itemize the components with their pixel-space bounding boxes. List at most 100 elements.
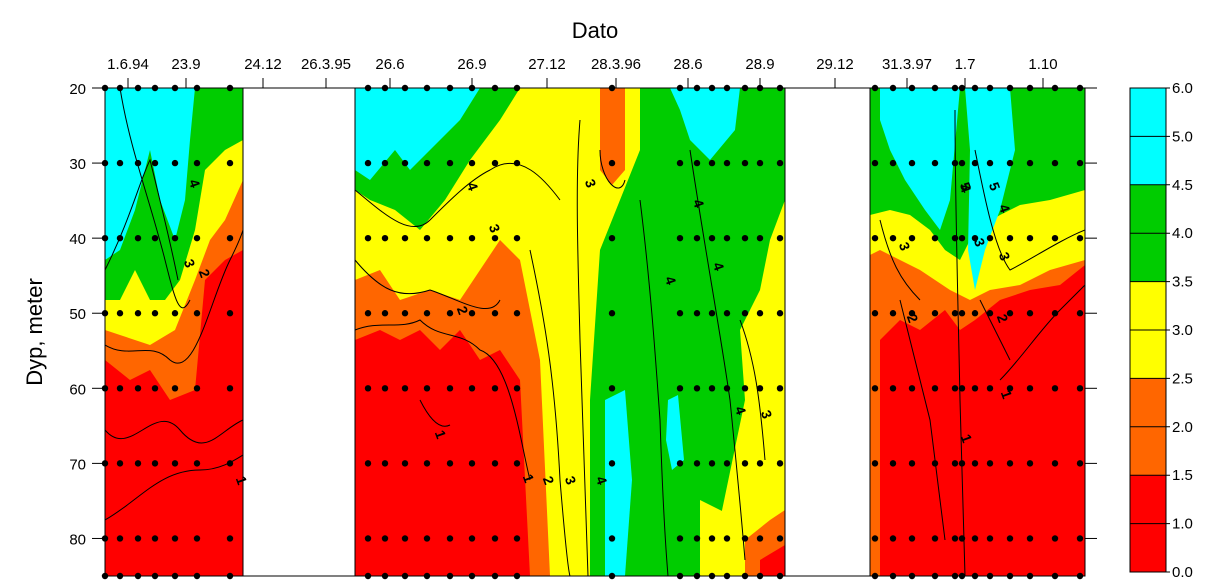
- sample-point: [871, 159, 879, 167]
- contour-line-17: [899, 299, 946, 541]
- colorbar-label: 5.0: [1172, 128, 1193, 145]
- contour-line-2: [119, 88, 191, 309]
- contour-line-16: [879, 219, 921, 301]
- sample-point: [608, 310, 616, 317]
- colorbar-label: 4.5: [1172, 177, 1193, 194]
- sample-point: [776, 159, 784, 167]
- x-tick-label: 26.9: [457, 56, 486, 73]
- x-tick-label: 23.9: [171, 56, 200, 73]
- sample-point: [151, 310, 159, 317]
- sample-point: [151, 460, 159, 467]
- sample-point: [401, 385, 409, 392]
- sample-point: [741, 234, 749, 242]
- axes: 1.6.94 23.9 24.12 26.3.95 26.6 26.9 27.12 28.3.…: [69, 56, 1097, 577]
- sample-point: [889, 234, 897, 242]
- sample-point: [446, 385, 454, 392]
- colorbar-legend: 0.0 1.0 1.5 2.0 2.5 3.0 3.5 4.0 4.5 5.0 6.0: [1129, 80, 1193, 581]
- sample-point: [889, 159, 897, 167]
- sample-point: [171, 535, 179, 542]
- x-tick-label: 29.12: [816, 56, 854, 73]
- sample-point: [756, 159, 764, 167]
- sample-point: [723, 234, 731, 242]
- sample-point: [608, 535, 616, 542]
- sample-point: [364, 159, 372, 167]
- band-mid-cyan-c: [666, 395, 684, 470]
- colorbar-swatch: [1130, 330, 1166, 379]
- sample-point: [513, 159, 521, 167]
- sample-point: [116, 535, 124, 542]
- sample-point: [468, 234, 476, 242]
- contour-line-15: [739, 319, 766, 461]
- band-mid-red-bottom: [760, 545, 785, 576]
- sample-point: [513, 385, 521, 392]
- sample-point: [446, 234, 454, 242]
- contour-line-20: [979, 299, 1011, 361]
- sample-point: [1051, 535, 1059, 542]
- sample-point: [776, 535, 784, 542]
- sample-point: [1006, 535, 1014, 542]
- sample-point: [693, 159, 701, 167]
- sample-point: [1026, 310, 1034, 317]
- sample-point: [1051, 234, 1059, 242]
- sample-point: [226, 234, 234, 242]
- sample-point: [693, 460, 701, 467]
- sample-point: [741, 159, 749, 167]
- y-tick-label: 80: [69, 531, 86, 548]
- x-axis-title: Dato: [572, 18, 618, 43]
- sample-point: [693, 535, 701, 542]
- sample-point: [723, 460, 731, 467]
- contour-line-9: [419, 399, 451, 427]
- x-tick-label: 1.10: [1028, 56, 1057, 73]
- colorbar-swatch: [1130, 233, 1166, 282]
- sample-point: [931, 535, 939, 542]
- sample-point: [776, 234, 784, 242]
- sample-point: [756, 385, 764, 392]
- sample-point: [491, 385, 499, 392]
- sample-point: [741, 460, 749, 467]
- sample-point: [971, 535, 979, 542]
- sample-point: [889, 460, 897, 467]
- sample-point: [776, 385, 784, 392]
- colorbar-swatch: [1130, 523, 1166, 572]
- sample-point: [723, 310, 731, 317]
- band-mid-green: [590, 88, 785, 576]
- colorbar-swatch: [1130, 378, 1166, 427]
- y-tick-label: 20: [69, 81, 86, 98]
- sample-point: [364, 310, 372, 317]
- contour-line-11: [576, 119, 589, 576]
- sample-point: [986, 535, 994, 542]
- band-right-cyan-a: [880, 88, 960, 230]
- sample-point: [708, 159, 716, 167]
- sample-point: [134, 234, 142, 242]
- x-tick-label: 28.3.96: [591, 56, 641, 73]
- sample-point: [193, 234, 201, 242]
- x-tick-label: 28.9: [745, 56, 774, 73]
- sample-point: [871, 460, 879, 467]
- colorbar-label: 4.0: [1172, 225, 1193, 242]
- sample-point: [931, 234, 939, 242]
- colorbar-swatch: [1130, 475, 1166, 524]
- sample-point: [364, 234, 372, 242]
- contour-line-21: [999, 284, 1085, 381]
- sample-point: [226, 159, 234, 167]
- sample-point: [446, 159, 454, 167]
- contour-line-3: [105, 229, 244, 364]
- sample-point: [871, 535, 879, 542]
- sample-point: [708, 310, 716, 317]
- sample-point: [608, 234, 616, 242]
- x-tick-label: 27.12: [528, 56, 566, 73]
- sample-point: [1076, 234, 1084, 242]
- colorbar-label: 3.0: [1172, 322, 1193, 339]
- colorbar-swatch: [1130, 281, 1166, 330]
- sample-point: [171, 234, 179, 242]
- sample-point: [1076, 535, 1084, 542]
- band-mid-orange-spot: [600, 88, 625, 185]
- sample-point: [986, 159, 994, 167]
- sample-point: [491, 535, 499, 542]
- sample-point: [986, 460, 994, 467]
- sample-point: [776, 310, 784, 317]
- sample-point: [1006, 234, 1014, 242]
- sample-point: [491, 460, 499, 467]
- sample-point: [423, 535, 431, 542]
